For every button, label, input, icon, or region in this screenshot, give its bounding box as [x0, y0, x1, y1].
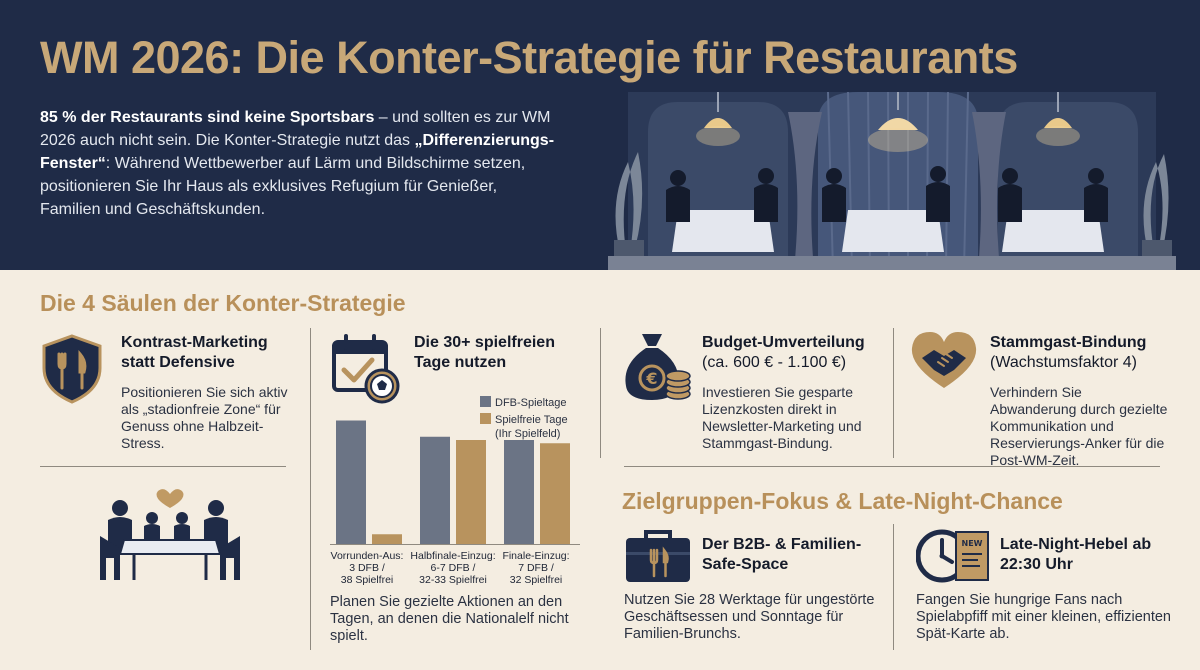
legend-swatch-dfb [480, 396, 491, 407]
header-banner: WM 2026: Die Konter-Strategie für Restau… [0, 0, 1200, 270]
pillar-4-text: Verhindern Sie Abwanderung durch gezielt… [990, 384, 1168, 468]
pillar-4-title: Stammgast-Bindung (Wachstumsfaktor 4) [990, 333, 1180, 373]
bar-spielfrei-2 [456, 440, 486, 544]
pillar-2-title: Die 30+ spielfreien Tage nutzen [414, 334, 555, 371]
family-dining-illustration [100, 489, 240, 580]
chart-legend: DFB-Spieltage Spielfreie Tage (Ihr Spiel… [480, 396, 590, 441]
bar-spielfrei-3 [540, 443, 570, 544]
legend-swatch-spielfrei [480, 413, 491, 424]
legend-item-dfb: DFB-Spieltage [480, 396, 590, 410]
focus-1-title: Der B2B- & Familien-Safe-Space [702, 536, 862, 573]
heart-handshake-icon [911, 332, 977, 388]
category-label-3: Finale-Einzug: 7 DFB / 32 Spielfrei [493, 550, 579, 586]
svg-text:€: € [645, 369, 657, 388]
shield-fork-knife-icon [42, 334, 102, 404]
intro-bold-2: „Differenzierungs-Fenster“ [40, 132, 555, 172]
intro-text-1: – und sollten es zur WM 2026 auch nicht … [40, 109, 551, 149]
category-label-2: Halbfinale-Einzug: 6-7 DFB / 32-33 Spiel… [410, 550, 496, 586]
category-label-2-line-3: 32-33 Spielfrei [419, 574, 487, 586]
divider [310, 328, 311, 650]
divider [600, 328, 601, 458]
bar-chart [330, 420, 580, 545]
restaurant-scene-illustration [608, 92, 1176, 270]
divider [40, 466, 286, 467]
legend-item-spielfrei: Spielfreie Tage [480, 413, 590, 427]
money-bag-icon: € [625, 334, 691, 400]
divider [624, 466, 1160, 467]
category-label-3-line-3: 32 Spielfrei [509, 574, 563, 586]
pillar-2-text: Planen Sie gezielte Aktionen an den Tage… [330, 594, 569, 644]
pillar-3-title: Budget-Umverteilung (ca. 600 € - 1.100 €… [702, 333, 892, 373]
intro-paragraph: 85 % der Restaurants sind keine Sportsba… [40, 106, 560, 221]
pillars-section-title: Die 4 Säulen der Konter-Strategie [40, 290, 406, 316]
bar-dfb-3 [504, 440, 534, 544]
legend-label-dfb: DFB-Spieltage [495, 397, 567, 409]
legend-label-spielfrei: Spielfreie Tage [495, 414, 568, 426]
pillar-1-text: Positionieren Sie sich aktiv als „stadio… [121, 384, 288, 451]
briefcase-fork-icon [626, 530, 690, 582]
category-label-1: Vorrunden-Aus: 3 DFB / 38 Spielfrei [324, 550, 410, 586]
page-title: WM 2026: Die Konter-Strategie für Restau… [40, 32, 1018, 83]
divider [893, 524, 894, 650]
intro-text-2: : Während Wettbewerber auf Lärm und Bild… [40, 155, 526, 218]
focus-section-title: Zielgruppen-Fokus & Late-Night-Chance [622, 488, 1063, 514]
legend-label-spielfeld: (Ihr Spielfeld) [495, 428, 561, 440]
category-label-3-line-2: 7 DFB / [518, 562, 554, 574]
menu-card-label: NEW [962, 539, 983, 548]
bar-dfb-2 [420, 436, 450, 544]
pillar-1-title: Kontrast-Marketing statt Defensive [121, 334, 268, 371]
pillar-4-title-light: (Wachstumsfaktor 4) [990, 354, 1137, 371]
category-label-3-line-1: Finale-Einzug: [502, 550, 570, 562]
pillar-3-title-light: (ca. 600 € - 1.100 €) [702, 354, 847, 371]
divider [893, 328, 894, 458]
calendar-check-icon [332, 334, 400, 404]
pillar-3-title-bold: Budget-Umverteilung [702, 334, 865, 351]
category-label-1-line-2: 3 DFB / [349, 562, 385, 574]
clock-menu-icon: NEW [916, 529, 989, 583]
bar-spielfrei-1 [372, 534, 402, 544]
category-label-1-line-1: Vorrunden-Aus: [330, 550, 404, 562]
pillar-3-text: Investieren Sie gesparte Lizenzkosten di… [702, 384, 862, 451]
focus-1-text: Nutzen Sie 28 Werktage für ungestörte Ge… [624, 592, 875, 642]
category-label-1-line-3: 38 Spielfrei [340, 574, 394, 586]
intro-bold-1: 85 % der Restaurants sind keine Sportsba… [40, 109, 375, 126]
pillar-4-title-bold: Stammgast-Bindung [990, 334, 1147, 351]
focus-2-title: Late-Night-Hebel ab 22:30 Uhr [1000, 536, 1152, 573]
focus-2-text: Fangen Sie hungrige Fans nach Spielabpfi… [916, 592, 1171, 642]
bar-dfb-1 [336, 420, 366, 544]
category-label-2-line-1: Halbfinale-Einzug: [410, 550, 496, 562]
category-label-2-line-2: 6-7 DFB / [430, 562, 476, 574]
